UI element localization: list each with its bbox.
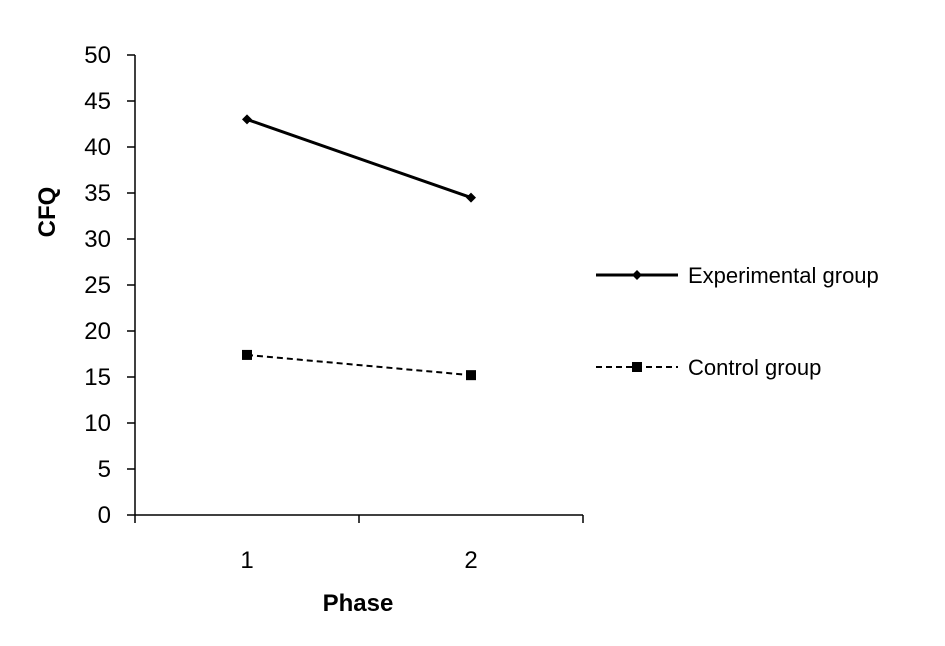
series-line bbox=[246, 117, 472, 200]
legend-item: Experimental group bbox=[596, 263, 879, 288]
series-control bbox=[242, 349, 476, 381]
data-point bbox=[466, 192, 476, 203]
x-axis-title: Phase bbox=[323, 590, 394, 617]
series-layer bbox=[242, 114, 476, 381]
legend-item: Control group bbox=[596, 355, 821, 380]
axes bbox=[134, 55, 583, 516]
x-tick-label: 2 bbox=[464, 547, 477, 574]
y-tick-label: 5 bbox=[98, 456, 111, 483]
legend-label: Control group bbox=[688, 355, 821, 380]
y-tick-label: 0 bbox=[98, 502, 111, 529]
y-tick-label: 15 bbox=[84, 364, 111, 391]
y-tick-label: 45 bbox=[84, 88, 111, 115]
y-tick-label: 20 bbox=[84, 318, 111, 345]
y-tick-label: 25 bbox=[84, 272, 111, 299]
y-ticks: 0 5 10 15 20 25 30 35 40 45 50 bbox=[84, 42, 135, 529]
legend-marker bbox=[632, 270, 642, 280]
x-tick-label: 1 bbox=[240, 547, 253, 574]
y-axis-title: CFQ bbox=[34, 187, 61, 238]
legend-label: Experimental group bbox=[688, 263, 879, 288]
data-point bbox=[242, 114, 252, 125]
y-tick-label: 30 bbox=[84, 226, 111, 253]
data-point bbox=[242, 349, 252, 360]
y-tick-label: 40 bbox=[84, 134, 111, 161]
data-point bbox=[466, 370, 476, 381]
series-experimental bbox=[242, 114, 476, 203]
series-line bbox=[246, 353, 472, 377]
legend: Experimental group Control group bbox=[596, 263, 879, 380]
legend-marker bbox=[632, 362, 642, 372]
y-tick-label: 50 bbox=[84, 42, 111, 69]
y-tick-label: 10 bbox=[84, 410, 111, 437]
y-tick-label: 35 bbox=[84, 180, 111, 207]
